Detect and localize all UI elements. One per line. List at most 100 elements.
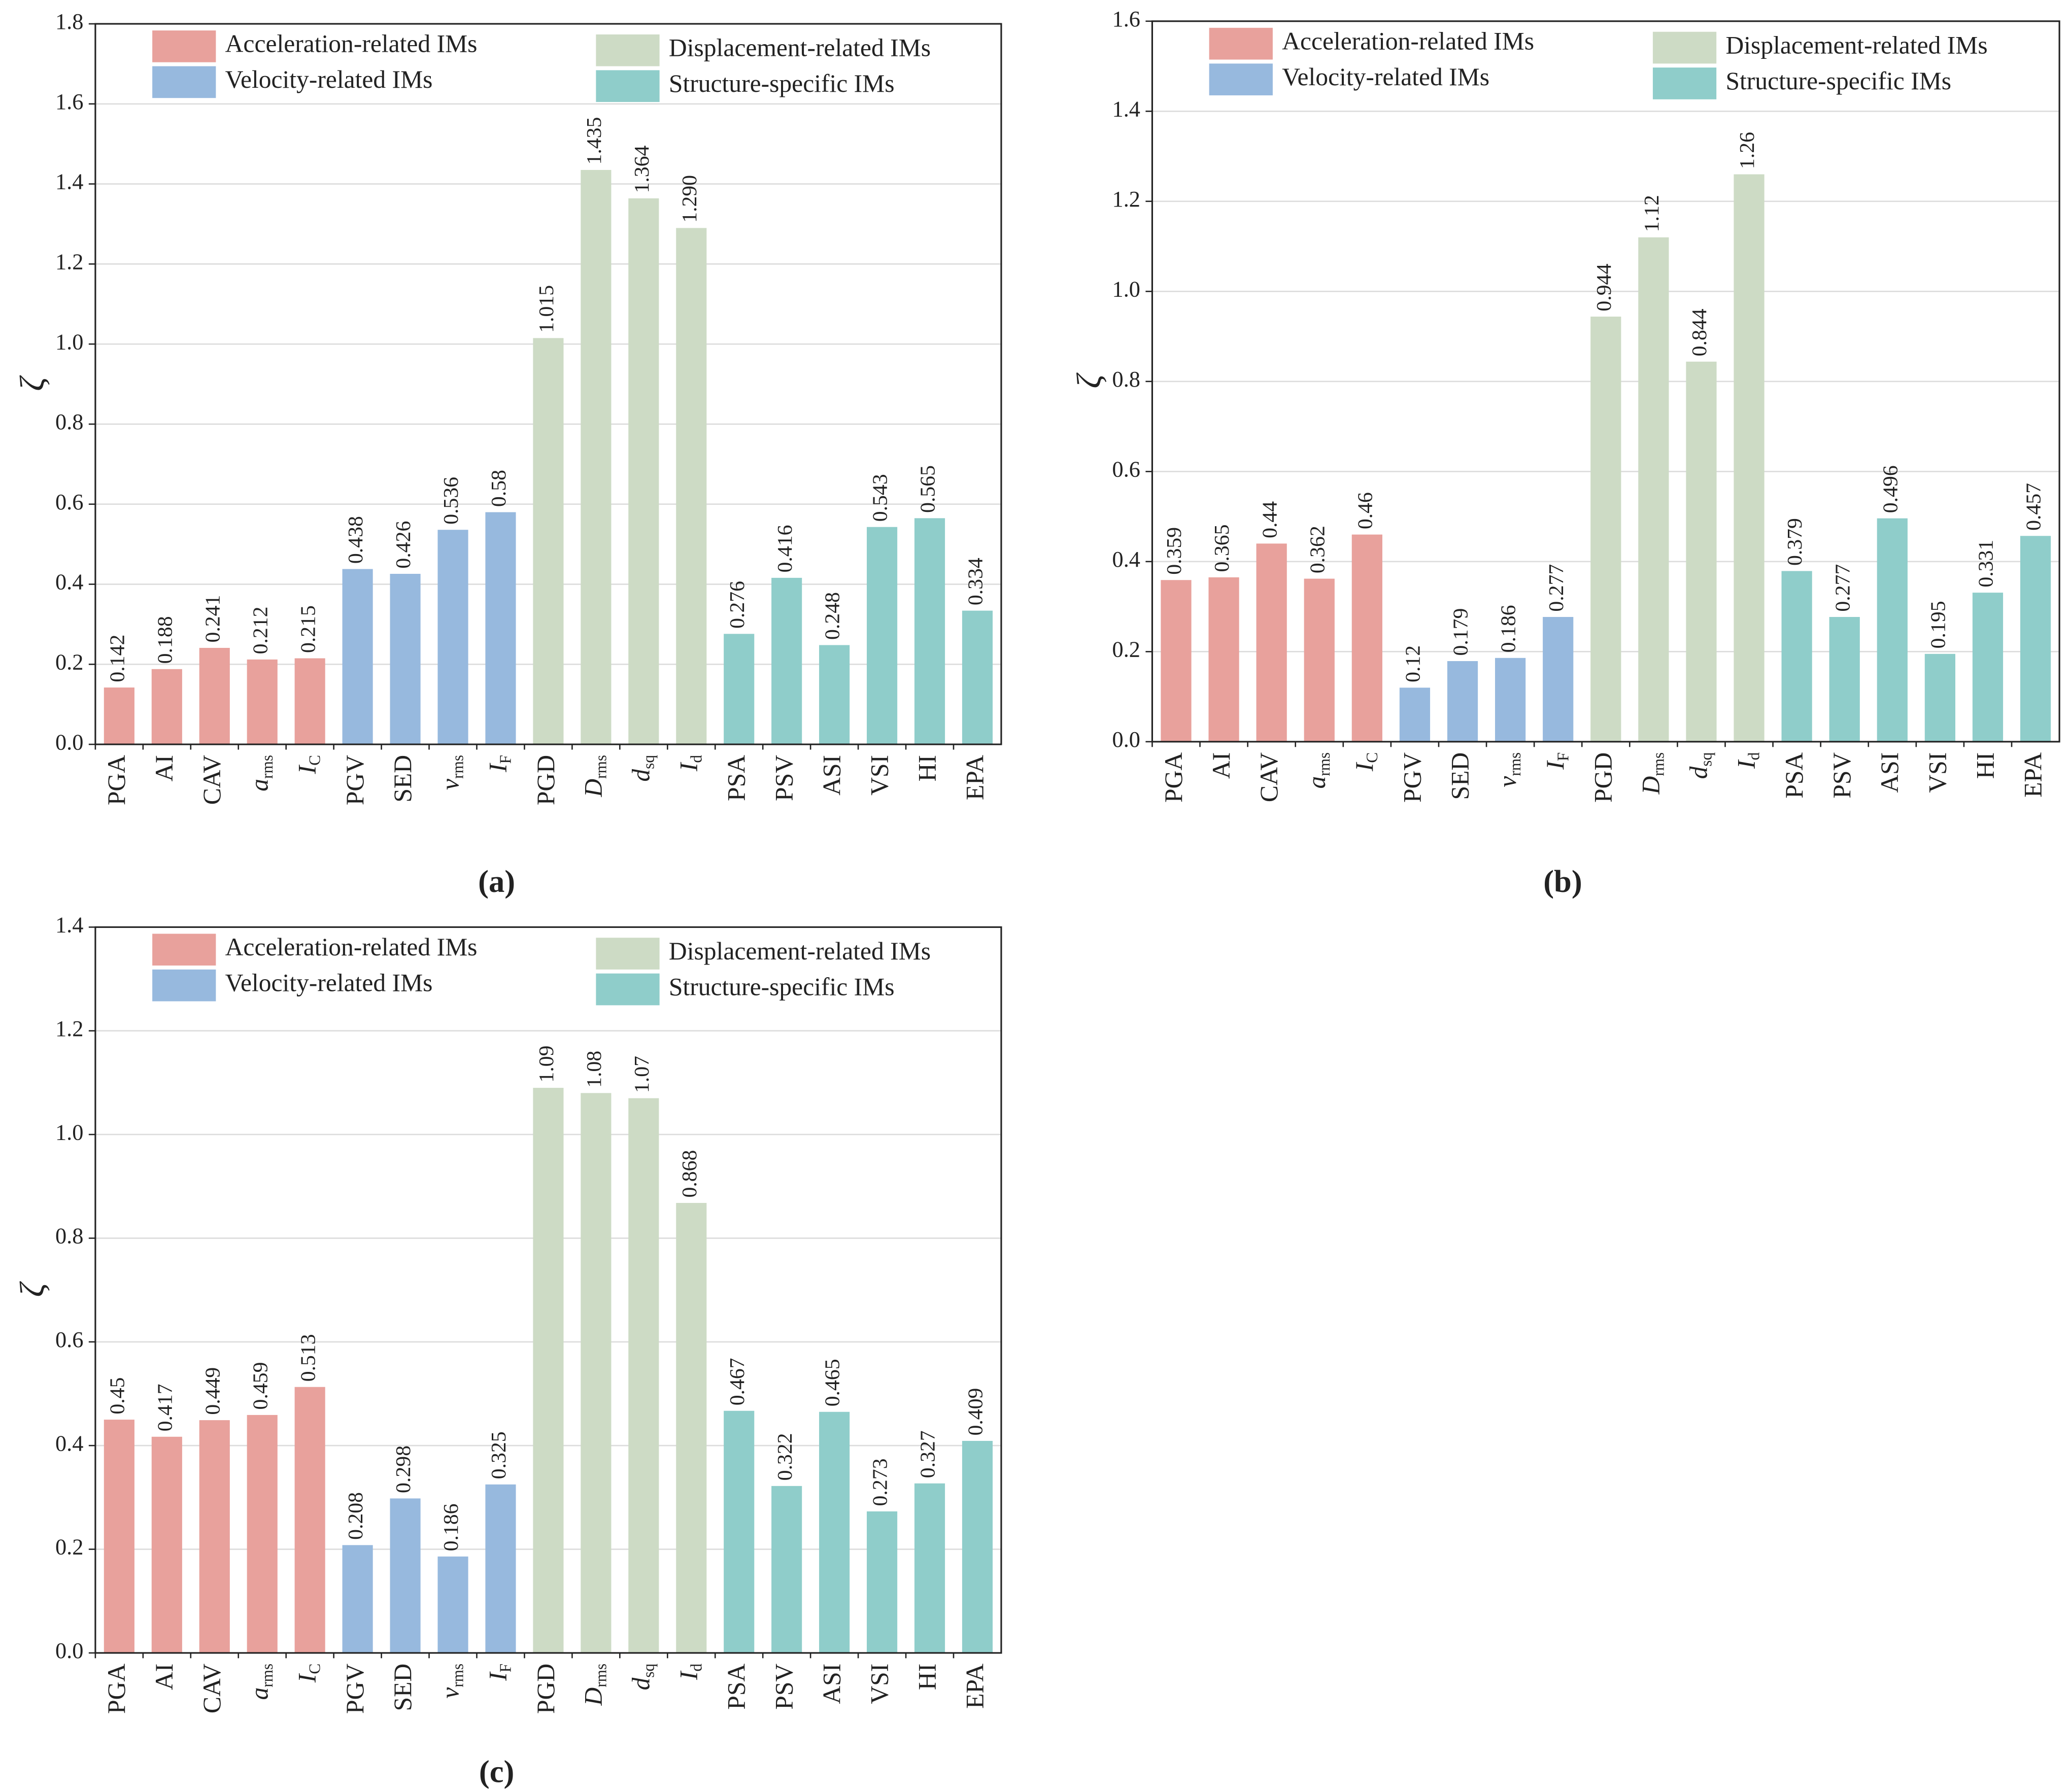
x-tick-label-sub: rms [449,755,467,779]
data-label: 1.364 [630,145,654,193]
bar [1256,543,1287,742]
data-label: 0.58 [487,470,511,507]
data-label: 0.365 [1210,525,1234,572]
data-label: 0.277 [1545,564,1568,612]
y-tick-label: 0.4 [55,569,83,595]
x-tick-label: PGA [1160,752,1187,803]
x-tick-label-sub: C [306,755,324,766]
data-label: 0.417 [153,1384,177,1431]
bar [533,1088,564,1653]
plot-frame [1151,20,2060,743]
x-tick-label: IC [293,1664,324,1683]
data-label: 0.188 [153,616,177,664]
x-tick-label-base: D [580,779,607,798]
x-tick-label: Id [1733,752,1763,769]
bar [1399,687,1431,742]
data-label: 0.44 [1258,501,1281,538]
x-tick-label-base: a [246,779,274,791]
data-label: 0.409 [964,1388,988,1436]
bar [342,569,373,745]
data-label: 0.334 [964,558,988,605]
data-label: 0.467 [726,1358,749,1405]
bar [724,1410,755,1653]
data-label: 0.868 [678,1150,701,1198]
data-label: 0.273 [869,1459,892,1506]
y-tick-label: 0.8 [55,409,83,434]
x-tick-label: IF [484,1664,515,1681]
data-label: 0.457 [2022,483,2046,531]
x-tick-label: HI [913,755,941,781]
bar [1543,617,1574,742]
x-tick-label: PSV [770,1664,798,1710]
data-label: 0.362 [1306,526,1329,573]
legend-label: Acceleration-related IMs [225,30,478,58]
legend-swatch [596,70,660,102]
y-tick-label: 0.6 [55,489,83,514]
x-tick-label-sub: F [497,755,515,764]
bar [1781,571,1812,742]
x-tick-label-base: d [627,1677,655,1690]
bar [1495,658,1526,742]
bar [390,1498,421,1653]
x-tick-label-sub: F [1554,752,1572,761]
y-tick-label: 0.6 [55,1327,83,1352]
bar [1924,653,1956,742]
x-tick-label: Drms [580,755,610,798]
bar [819,645,850,745]
bar [1590,317,1621,742]
x-tick-label: PGA [103,1664,130,1714]
bar [342,1545,373,1653]
x-tick-label: EPA [961,1664,989,1709]
bar [914,518,945,745]
data-label: 1.26 [1736,132,1759,169]
legend-label: Structure-specific IMs [669,70,895,97]
data-label: 0.543 [869,474,892,522]
panel-label: (a) [478,864,515,899]
legend-swatch [152,66,216,98]
panel: 0.0 0.2 0.4 0.6 0.8 1.0 1.2 1.4 1.6 1.8 0.142 0.188… [13,9,1002,899]
x-tick-label: dsq [627,1663,658,1690]
legend-swatch [152,30,216,62]
data-label: 0.496 [1879,465,1902,513]
bar [914,1483,945,1653]
data-label: 0.195 [1926,601,1950,648]
legend-swatch [152,969,216,1002]
bar [294,658,325,745]
y-tick-label: 1.2 [1112,186,1140,212]
data-label: 0.12 [1402,645,1425,682]
bar [1351,534,1382,742]
x-tick-label: ASI [818,1664,846,1704]
data-label: 0.416 [773,525,797,573]
x-tick-label: VSI [865,755,893,796]
bar [151,669,182,745]
x-tick-label-base: I [293,1673,321,1683]
data-label: 1.08 [583,1051,606,1088]
x-tick-label: PGD [532,1664,560,1714]
x-tick-label-sub: d [1745,752,1763,760]
bar [1208,577,1239,742]
x-tick-label-base: I [1733,759,1760,769]
bar [676,228,707,745]
legend-label: Structure-specific IMs [669,973,895,1001]
panel-label: (b) [1543,864,1582,899]
x-tick-label-sub: C [1363,752,1381,763]
x-tick-label-sub: rms [1650,752,1668,776]
bar [437,530,468,745]
x-tick-label-base: I [484,763,512,773]
y-tick-label: 1.4 [55,912,83,938]
data-label: 1.290 [678,175,701,223]
legend-swatch [596,938,660,970]
x-tick-label: ASI [818,755,846,796]
data-label: 0.513 [296,1334,320,1382]
y-tick-label: 0.4 [55,1430,83,1456]
bar [437,1556,468,1653]
data-label: 0.45 [106,1377,129,1415]
y-tick-label: 1.6 [1112,6,1140,31]
x-tick-label-base: I [1350,762,1378,772]
data-label: 0.186 [439,1503,463,1551]
x-tick-label-base: v [436,779,464,790]
bar [1638,237,1669,742]
x-tick-label-sub: rms [592,755,610,779]
y-tick-label: 1.0 [1112,276,1140,301]
